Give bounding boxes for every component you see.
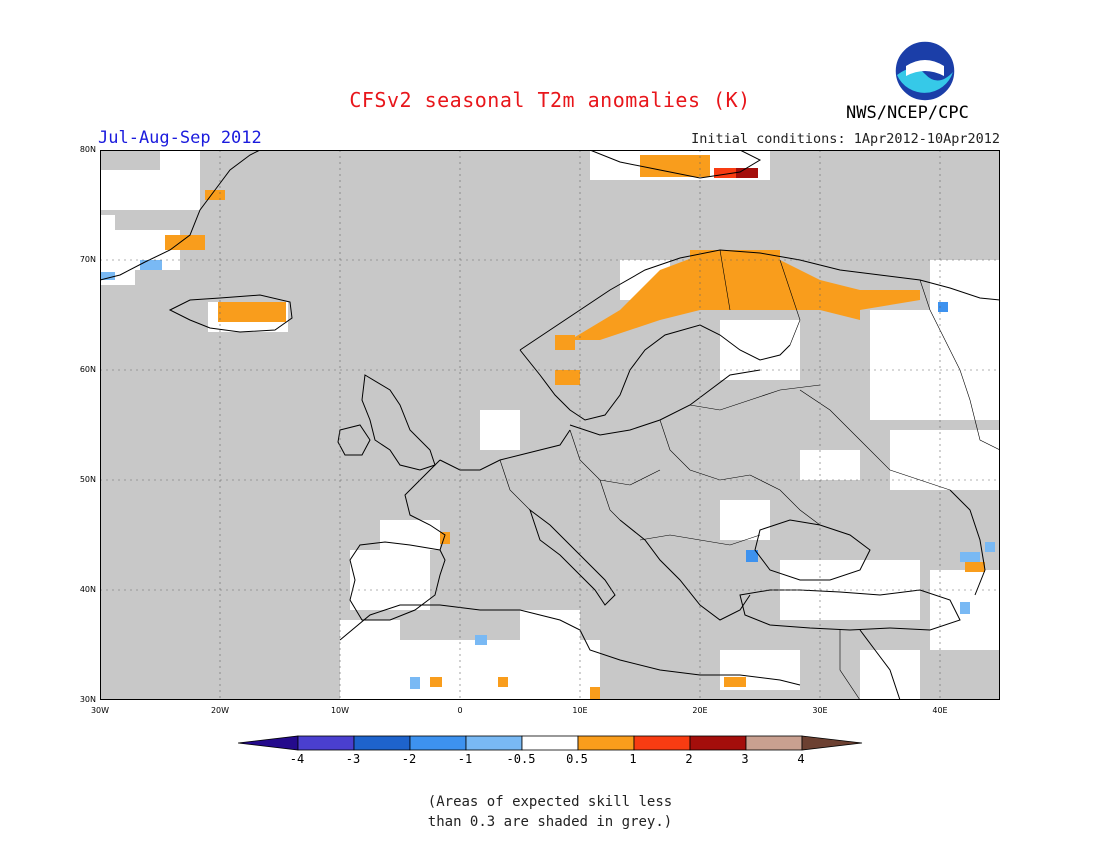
coastlines [100, 150, 1000, 700]
forecast-period: Jul-Aug-Sep 2012 [98, 128, 262, 148]
lon-label: 0 [457, 706, 463, 715]
lat-label: 40N [79, 585, 96, 594]
color-legend [238, 735, 863, 751]
legend-label: -2 [401, 752, 417, 766]
lon-label: 40E [932, 706, 948, 715]
legend-label: 1 [629, 752, 637, 766]
lon-label: 30W [90, 706, 110, 715]
legend-arrow-low [238, 735, 299, 751]
legend-swatch [465, 735, 523, 751]
legend-label: 3 [741, 752, 749, 766]
legend-label: -1 [457, 752, 473, 766]
lat-label: 70N [79, 255, 96, 264]
lon-label: 30E [812, 706, 828, 715]
legend-label: 2 [685, 752, 693, 766]
legend-label: -3 [345, 752, 361, 766]
legend-label: 0.5 [566, 752, 588, 766]
footnote-line: than 0.3 are shaded in grey.) [427, 814, 673, 830]
footnote-line: (Areas of expected skill less [427, 794, 673, 810]
lat-label: 60N [79, 365, 96, 374]
anomaly-map [100, 150, 1000, 700]
legend-swatch [745, 735, 803, 751]
legend-arrow-high [801, 735, 863, 751]
lat-label: 50N [79, 475, 96, 484]
agency-label: NWS/NCEP/CPC [846, 103, 969, 123]
cool-anomaly-regions [100, 260, 995, 689]
lat-label: 30N [79, 695, 96, 704]
map-title: CFSv2 seasonal T2m anomalies (K) [349, 88, 751, 112]
legend-swatch [689, 735, 747, 751]
legend-swatch [633, 735, 691, 751]
legend-label: 4 [797, 752, 805, 766]
lon-label: 20W [210, 706, 230, 715]
legend-swatch [521, 735, 579, 751]
legend-swatch [409, 735, 467, 751]
footnote: (Areas of expected skill less than 0.3 a… [0, 792, 1100, 832]
legend-label: -0.5 [506, 752, 536, 766]
grid-lines [100, 150, 1000, 700]
lon-label: 20E [692, 706, 708, 715]
legend-swatch [353, 735, 411, 751]
legend-label: -4 [289, 752, 305, 766]
lon-label: 10W [330, 706, 350, 715]
warm-anomaly-regions [165, 155, 985, 699]
legend-swatch [297, 735, 355, 751]
legend-swatch [577, 735, 635, 751]
initial-conditions: Initial conditions: 1Apr2012-10Apr2012 [691, 131, 1000, 147]
lat-label: 80N [79, 145, 96, 154]
noaa-logo [894, 40, 956, 102]
lon-label: 10E [572, 706, 588, 715]
